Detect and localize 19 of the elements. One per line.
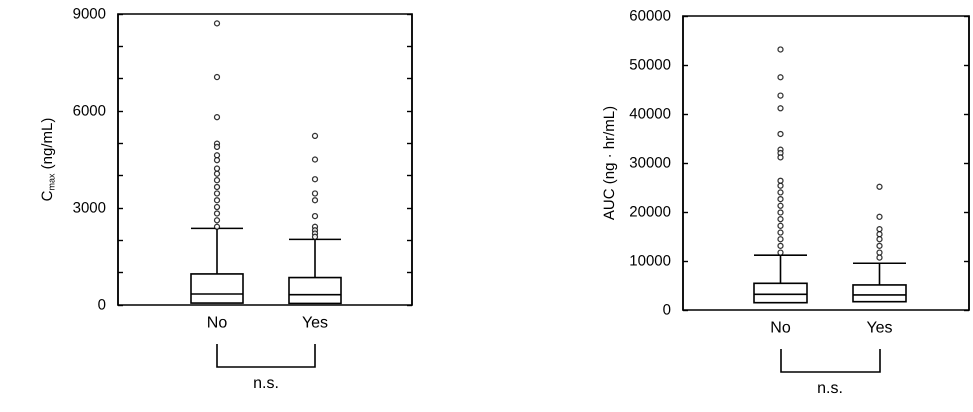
x-tick-label: No [206, 314, 228, 332]
y-axis-title: AUC (ng · hr/mL) [601, 106, 618, 220]
y-tick-label: 3000 [72, 200, 106, 216]
y-axis-title: Cmax (ng/mL) [39, 118, 56, 202]
y-tick-label: 6000 [72, 102, 106, 120]
y-tick-label: 0 [662, 302, 671, 318]
x-tick-label: No [770, 320, 791, 336]
y-tick-label: 40000 [629, 106, 671, 122]
x-tick-label: Yes [302, 314, 328, 332]
y-tick-label: 10000 [629, 252, 671, 270]
y-tick-label: 60000 [629, 8, 671, 24]
y-tick-label: 20000 [629, 204, 671, 220]
x-tick-label: Yes [866, 320, 893, 336]
text: n.s. [817, 380, 843, 398]
y-tick-label: 50000 [629, 56, 671, 74]
y-tick-label: 0 [98, 296, 106, 314]
y-tick-label: 30000 [629, 154, 671, 172]
y-tick-label: 9000 [72, 6, 106, 22]
text: n.s. [253, 375, 279, 393]
